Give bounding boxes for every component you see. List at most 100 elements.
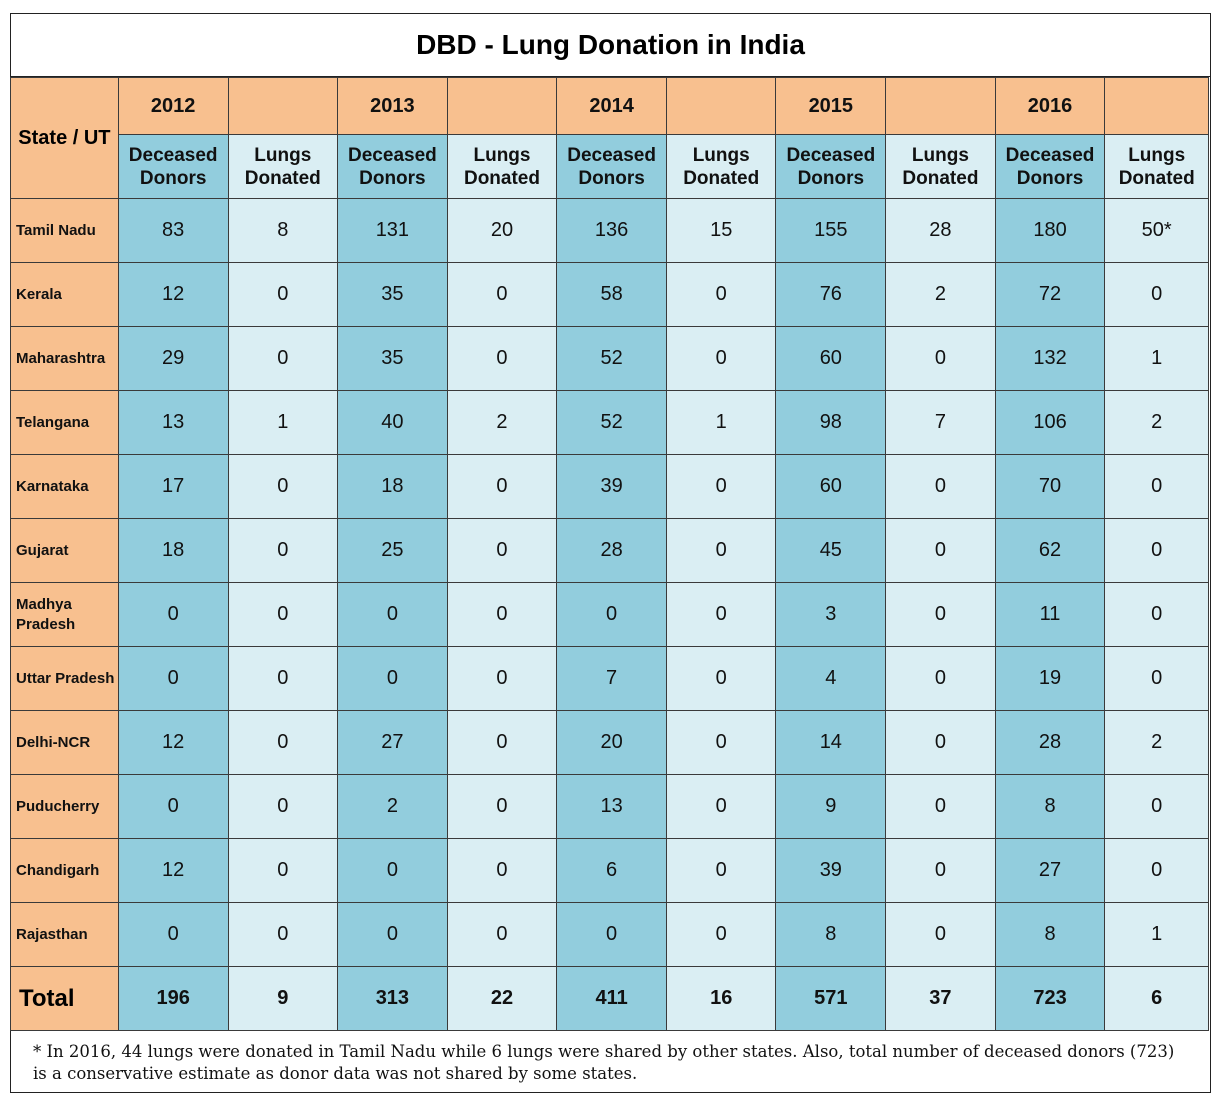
lungs-donated-cell: 0 — [1104, 646, 1209, 711]
lungs-donated-cell: 0 — [1104, 582, 1209, 647]
lungs-donated-cell: 0 — [227, 326, 339, 391]
deceased-donors-cell: 62 — [994, 518, 1106, 583]
total-deceased-donors-cell: 411 — [556, 966, 667, 1031]
year-header-blank — [885, 77, 996, 135]
deceased-donors-cell: 2 — [337, 774, 448, 839]
lungs-donated-cell: 0 — [446, 902, 558, 967]
lungs-donated-cell: 0 — [885, 326, 996, 391]
year-header: 2016 — [994, 77, 1106, 135]
lungs-donated-cell: 0 — [665, 838, 777, 903]
deceased-donors-cell: 35 — [337, 326, 448, 391]
lungs-donated-cell: 0 — [665, 262, 777, 327]
lungs-donated-header: Lungs Donated — [885, 134, 996, 199]
lungs-donated-cell: 0 — [665, 518, 777, 583]
lungs-donated-cell: 0 — [1104, 518, 1209, 583]
lungs-donated-cell: 0 — [446, 646, 558, 711]
state-name: Telangana — [10, 390, 119, 455]
year-header: 2014 — [556, 77, 667, 135]
year-header-blank — [446, 77, 558, 135]
lungs-donated-cell: 0 — [665, 326, 777, 391]
table-row: Kerala 12 0 35 0 58 0 76 2 72 0 — [10, 262, 1209, 327]
deceased-donors-cell: 0 — [117, 582, 229, 647]
table-row: Chandigarh 12 0 0 0 6 0 39 0 27 0 — [10, 838, 1209, 903]
deceased-donors-cell: 155 — [775, 198, 887, 263]
deceased-donors-cell: 8 — [994, 774, 1106, 839]
footnote: * In 2016, 44 lungs were donated in Tami… — [33, 1042, 1175, 1083]
lungs-donated-cell: 0 — [665, 646, 777, 711]
table-row: Gujarat 18 0 25 0 28 0 45 0 62 0 — [10, 518, 1209, 583]
deceased-donors-cell: 13 — [556, 774, 667, 839]
deceased-donors-cell: 0 — [556, 902, 667, 967]
deceased-donors-cell: 180 — [994, 198, 1106, 263]
lungs-donated-cell: 0 — [446, 582, 558, 647]
lungs-donated-cell: 0 — [885, 710, 996, 775]
lungs-donated-cell: 0 — [885, 774, 996, 839]
deceased-donors-cell: 0 — [117, 646, 229, 711]
lungs-donated-cell: 50* — [1104, 198, 1209, 263]
lungs-donated-cell: 1 — [1104, 902, 1209, 967]
lungs-donated-cell: 1 — [1104, 326, 1209, 391]
total-deceased-donors-cell: 313 — [337, 966, 448, 1031]
state-name: Gujarat — [10, 518, 119, 583]
lungs-donated-cell: 1 — [665, 390, 777, 455]
year-header: 2013 — [337, 77, 448, 135]
deceased-donors-cell: 28 — [556, 518, 667, 583]
lungs-donated-cell: 0 — [1104, 838, 1209, 903]
lungs-donated-cell: 8 — [227, 198, 339, 263]
deceased-donors-cell: 40 — [337, 390, 448, 455]
table-row: Maharashtra 29 0 35 0 52 0 60 0 132 1 — [10, 326, 1209, 391]
deceased-donors-cell: 132 — [994, 326, 1106, 391]
lungs-donated-cell: 15 — [665, 198, 777, 263]
total-row: Total 196 9 313 22 411 16 571 37 723 6 — [10, 966, 1209, 1031]
deceased-donors-header: Deceased Donors — [117, 134, 229, 199]
state-name: Puducherry — [10, 774, 119, 839]
deceased-donors-cell: 0 — [337, 646, 448, 711]
deceased-donors-cell: 20 — [556, 710, 667, 775]
table-row: Puducherry 0 0 2 0 13 0 9 0 8 0 — [10, 774, 1209, 839]
total-lungs-donated-cell: 6 — [1104, 966, 1209, 1031]
lungs-donated-cell: 0 — [446, 838, 558, 903]
lungs-donated-cell: 2 — [885, 262, 996, 327]
state-name: Maharashtra — [10, 326, 119, 391]
deceased-donors-cell: 136 — [556, 198, 667, 263]
table-row: Uttar Pradesh 0 0 0 0 7 0 4 0 19 0 — [10, 646, 1209, 711]
deceased-donors-cell: 98 — [775, 390, 887, 455]
state-name: Kerala — [10, 262, 119, 327]
table-body: Tamil Nadu 83 8 131 20 136 15 155 28 180 50* Kerala… — [10, 198, 1209, 967]
donation-table: State / UT 2012 2013 2014 2015 2016 Dece… — [10, 77, 1209, 1031]
deceased-donors-cell: 25 — [337, 518, 448, 583]
deceased-donors-cell: 19 — [994, 646, 1106, 711]
subheader-row: Deceased Donors Lungs Donated Deceased D… — [11, 134, 1209, 199]
deceased-donors-cell: 6 — [556, 838, 667, 903]
deceased-donors-cell: 18 — [337, 454, 448, 519]
lungs-donated-cell: 0 — [1104, 262, 1209, 327]
deceased-donors-cell: 12 — [117, 710, 229, 775]
deceased-donors-cell: 4 — [775, 646, 887, 711]
deceased-donors-header: Deceased Donors — [556, 134, 667, 199]
table-row: Delhi-NCR 12 0 27 0 20 0 14 0 28 2 — [10, 710, 1209, 775]
deceased-donors-cell: 83 — [117, 198, 229, 263]
year-header-blank — [1104, 77, 1209, 135]
lungs-donated-cell: 0 — [885, 646, 996, 711]
deceased-donors-cell: 12 — [117, 262, 229, 327]
total-lungs-donated-cell: 9 — [227, 966, 339, 1031]
lungs-donated-cell: 0 — [885, 838, 996, 903]
lungs-donated-cell: 28 — [885, 198, 996, 263]
deceased-donors-cell: 0 — [556, 582, 667, 647]
deceased-donors-cell: 39 — [775, 838, 887, 903]
lungs-donated-cell: 0 — [227, 582, 339, 647]
deceased-donors-cell: 39 — [556, 454, 667, 519]
year-header: 2012 — [117, 77, 229, 135]
lungs-donated-cell: 2 — [1104, 710, 1209, 775]
deceased-donors-cell: 27 — [994, 838, 1106, 903]
lungs-donated-cell: 0 — [885, 518, 996, 583]
deceased-donors-cell: 0 — [337, 582, 448, 647]
deceased-donors-cell: 106 — [994, 390, 1106, 455]
deceased-donors-cell: 14 — [775, 710, 887, 775]
lungs-donated-cell: 0 — [885, 582, 996, 647]
table-frame: DBD - Lung Donation in India State / UT … — [10, 13, 1211, 1093]
state-name: Madhya Pradesh — [10, 582, 119, 647]
table-row: Karnataka 17 0 18 0 39 0 60 0 70 0 — [10, 454, 1209, 519]
deceased-donors-cell: 0 — [337, 838, 448, 903]
lungs-donated-cell: 0 — [665, 454, 777, 519]
